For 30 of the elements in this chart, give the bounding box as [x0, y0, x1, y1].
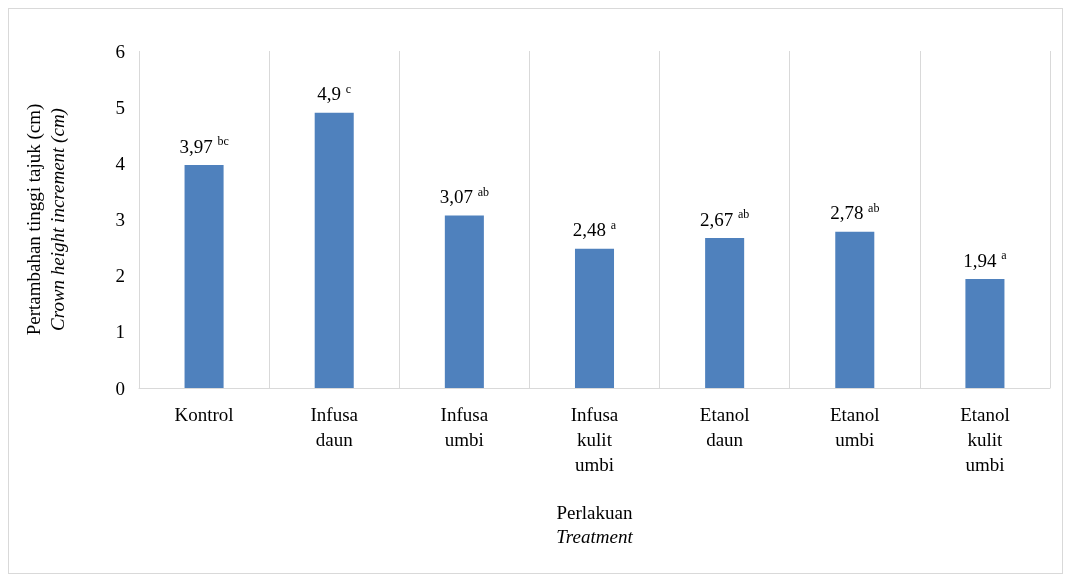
data-label: 2,67 ab — [699, 207, 750, 230]
bar — [574, 248, 615, 388]
x-tick-label: Infusa kulit umbi — [570, 404, 619, 475]
bar — [314, 112, 354, 388]
data-label: 2,48 a — [572, 217, 617, 241]
x-axis-title: Perlakuan Treatment — [556, 501, 634, 547]
data-label: 3,97 bc — [179, 134, 229, 157]
data-label: 4,9 c — [317, 81, 352, 105]
x-tick-label: Etanol umbi — [829, 404, 880, 450]
y-axis-title: Pertambahan tinggi tajuk (cm) Crown height increment (cm) — [22, 103, 69, 336]
x-tick-label: Infusa daun — [310, 404, 359, 450]
data-label: 3,07 ab — [439, 184, 490, 208]
bar — [184, 165, 224, 388]
x-tick-label: Etanol daun — [699, 404, 750, 450]
bar — [705, 238, 745, 388]
x-tick-label: Etanol kulit umbi — [960, 404, 1010, 475]
x-tick-label: Kontrol — [174, 404, 234, 425]
y-tick-label: 0 — [115, 377, 125, 399]
y-tick-label: 5 — [115, 96, 125, 118]
bar — [835, 231, 875, 388]
x-tick-label: Infusa umbi — [440, 404, 489, 450]
y-tick-label: 3 — [115, 209, 125, 230]
data-label: 2,78 ab — [830, 200, 880, 224]
y-tick-label: 6 — [115, 40, 125, 62]
y-tick-label: 2 — [115, 265, 125, 287]
bar — [965, 279, 1005, 388]
y-tick-label: 1 — [115, 321, 125, 343]
y-tick-label: 4 — [115, 152, 126, 174]
bar — [444, 215, 484, 388]
data-label: 1,94 a — [963, 248, 1008, 271]
